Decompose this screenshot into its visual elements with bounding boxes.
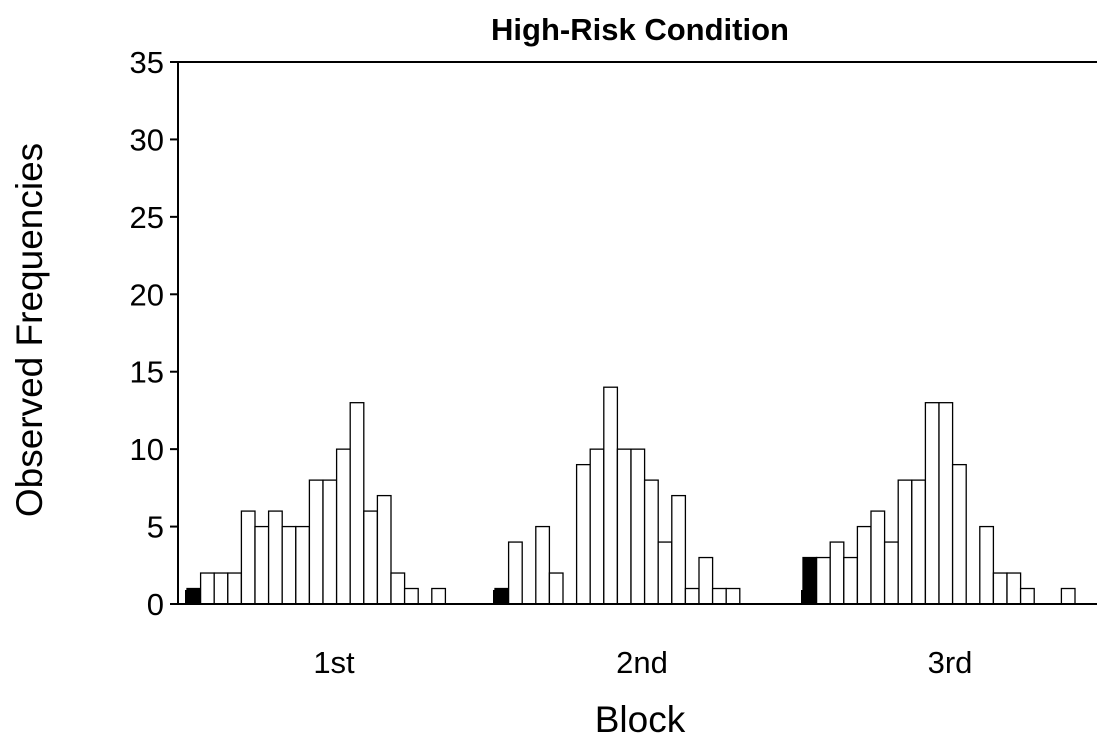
- bar: [951, 463, 967, 605]
- bar: [1060, 587, 1076, 605]
- bar: [711, 587, 727, 605]
- y-axis-ticks: 0 5 10 15 20 25 30 35: [130, 45, 178, 622]
- bar: [924, 402, 940, 605]
- bar: [349, 402, 365, 605]
- bar: [897, 479, 913, 605]
- bar: [213, 572, 229, 605]
- bar: [630, 448, 646, 605]
- bar: [589, 448, 605, 605]
- bar: [684, 587, 700, 605]
- bar: [883, 541, 899, 605]
- bar: [199, 572, 215, 605]
- bar: [308, 479, 324, 605]
- bar: [911, 479, 927, 605]
- bar: [322, 479, 338, 605]
- bar: [603, 386, 619, 605]
- x-axis-tick-labels: 1st 2nd 3rd: [313, 645, 972, 680]
- bar: [938, 402, 954, 605]
- chart-title: High-Risk Condition: [491, 12, 789, 47]
- bar: [1019, 587, 1035, 605]
- y-axis-label: Observed Frequencies: [9, 143, 50, 517]
- y-tick-label: 35: [130, 45, 164, 80]
- highlighted-bar: [186, 587, 202, 605]
- x-category-label: 2nd: [616, 645, 668, 680]
- bar: [376, 494, 392, 605]
- y-tick-label: 25: [130, 200, 164, 235]
- bar: [657, 541, 673, 605]
- y-tick-label: 15: [130, 355, 164, 390]
- bar: [725, 587, 741, 605]
- y-tick-label: 20: [130, 277, 164, 312]
- bar: [507, 541, 523, 605]
- highlighted-bar: [802, 556, 818, 605]
- bar: [240, 510, 256, 605]
- x-category-label: 3rd: [928, 645, 973, 680]
- y-tick-label: 5: [147, 510, 164, 545]
- bar: [363, 510, 379, 605]
- bar: [1006, 572, 1022, 605]
- bar: [843, 556, 859, 605]
- bar: [295, 525, 311, 605]
- bar: [698, 556, 714, 605]
- bar: [431, 587, 447, 605]
- bar: [616, 448, 632, 605]
- y-tick-label: 0: [147, 587, 164, 622]
- bar: [992, 572, 1008, 605]
- bar: [227, 572, 243, 605]
- bar: [979, 525, 995, 605]
- bar: [548, 572, 564, 605]
- x-axis-label: Block: [595, 699, 686, 740]
- bar: [254, 525, 270, 605]
- bar: [535, 525, 551, 605]
- bar: [575, 463, 591, 605]
- bar: [267, 510, 283, 605]
- highlighted-bar: [494, 587, 510, 605]
- bar: [815, 556, 831, 605]
- bar: [870, 510, 886, 605]
- y-tick-label: 30: [130, 122, 164, 157]
- bar: [390, 572, 406, 605]
- bar: [403, 587, 419, 605]
- bar: [856, 525, 872, 605]
- bar: [335, 448, 351, 605]
- bar: [671, 494, 687, 605]
- y-tick-label: 10: [130, 432, 164, 467]
- bar: [643, 479, 659, 605]
- bars-group: [185, 386, 1076, 605]
- x-category-label: 1st: [313, 645, 355, 680]
- bar: [281, 525, 297, 605]
- bar: [829, 541, 845, 605]
- axis-lines: [177, 62, 1097, 605]
